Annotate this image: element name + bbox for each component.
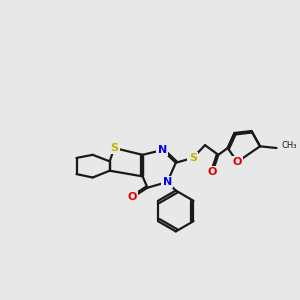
Text: CH₃: CH₃: [282, 141, 297, 150]
Text: S: S: [110, 143, 118, 153]
Text: S: S: [189, 153, 197, 163]
Text: N: N: [158, 145, 167, 155]
Text: O: O: [128, 192, 137, 203]
Text: O: O: [208, 167, 217, 177]
Text: O: O: [232, 157, 242, 167]
Text: N: N: [163, 177, 172, 187]
